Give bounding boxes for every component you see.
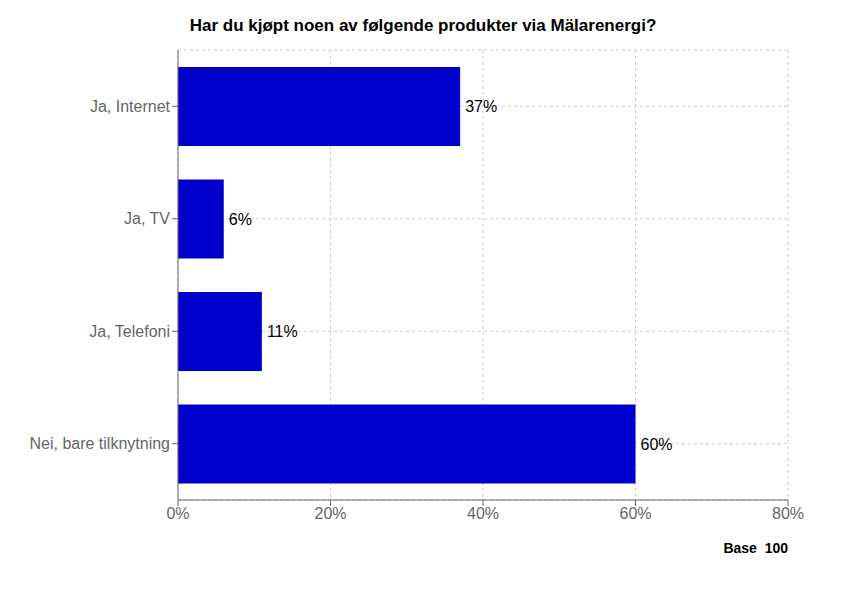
svg-text:11%: 11%: [267, 323, 298, 340]
svg-text:Ja, TV: Ja, TV: [124, 210, 170, 227]
svg-text:60%: 60%: [619, 505, 651, 522]
svg-text:37%: 37%: [465, 98, 497, 115]
svg-text:Ja, Telefoni: Ja, Telefoni: [89, 323, 170, 340]
svg-text:80%: 80%: [772, 505, 804, 522]
svg-text:Nei, bare tilknytning: Nei, bare tilknytning: [29, 435, 170, 452]
svg-text:20%: 20%: [314, 505, 346, 522]
svg-text:60%: 60%: [641, 436, 673, 453]
html-text:Base 100: Base 100: [723, 540, 788, 556]
svg-text:40%: 40%: [467, 505, 499, 522]
svg-text:0%: 0%: [166, 505, 189, 522]
html-text:Har du kjøpt noen av følgende: Har du kjøpt noen av følgende produkter …: [189, 16, 657, 35]
svg-text:6%: 6%: [229, 211, 252, 228]
svg-text:Ja, Internet: Ja, Internet: [90, 98, 171, 115]
